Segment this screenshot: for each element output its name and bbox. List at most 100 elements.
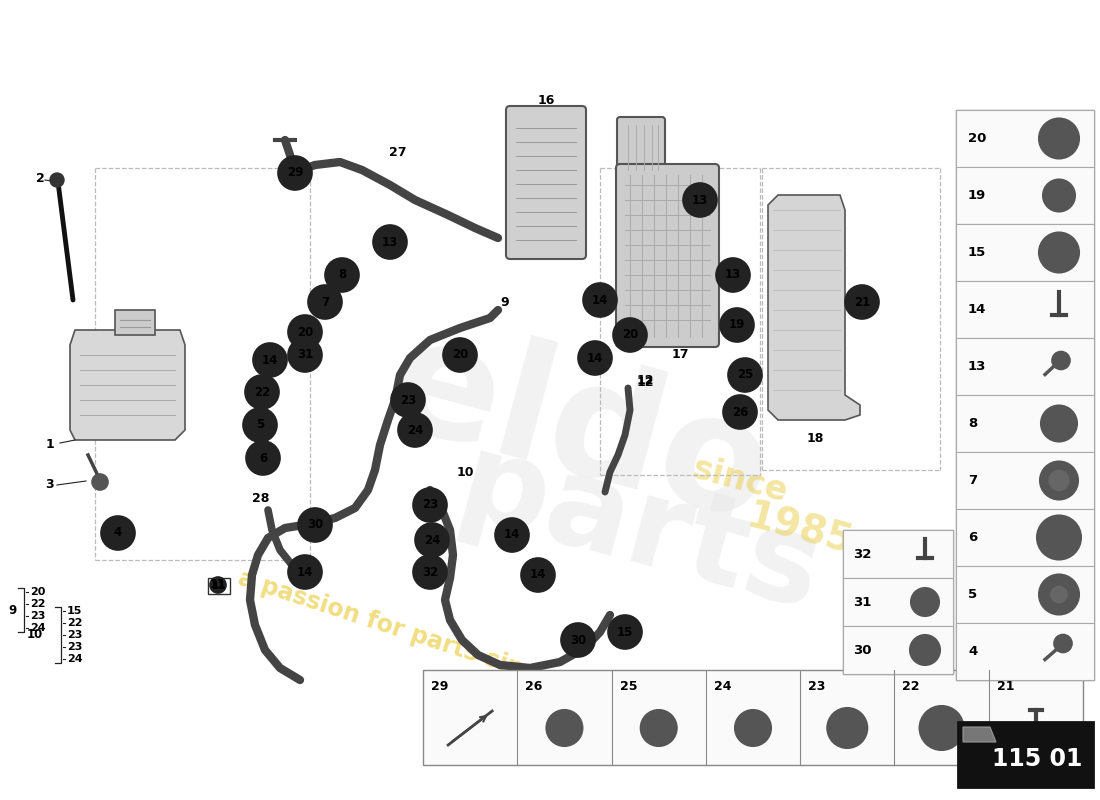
Text: 30: 30 xyxy=(570,634,586,646)
Text: 8: 8 xyxy=(338,269,346,282)
FancyBboxPatch shape xyxy=(616,164,719,347)
Text: 13: 13 xyxy=(725,269,741,282)
Text: 12: 12 xyxy=(636,374,653,386)
Bar xyxy=(956,623,1094,680)
Circle shape xyxy=(720,308,754,342)
Text: 20: 20 xyxy=(452,349,469,362)
Text: 14: 14 xyxy=(968,303,987,316)
Circle shape xyxy=(911,588,939,616)
Text: 24: 24 xyxy=(424,534,440,546)
Bar xyxy=(956,566,1094,623)
Circle shape xyxy=(583,283,617,317)
Polygon shape xyxy=(768,195,860,420)
Text: eldo: eldo xyxy=(373,305,786,555)
Text: 22: 22 xyxy=(67,618,82,628)
Text: 21: 21 xyxy=(854,295,870,309)
Circle shape xyxy=(1049,414,1069,434)
Text: 3: 3 xyxy=(46,478,54,491)
Circle shape xyxy=(288,555,322,589)
Text: 25: 25 xyxy=(619,679,637,693)
Text: 22: 22 xyxy=(30,599,45,609)
Circle shape xyxy=(1040,574,1079,614)
Text: 27: 27 xyxy=(389,146,407,158)
Circle shape xyxy=(243,408,277,442)
Text: 23: 23 xyxy=(808,679,825,693)
Circle shape xyxy=(298,508,332,542)
Bar xyxy=(843,578,953,626)
Circle shape xyxy=(557,720,572,736)
Polygon shape xyxy=(116,310,155,335)
Circle shape xyxy=(1037,515,1081,559)
Text: 11: 11 xyxy=(210,578,227,591)
Text: 20: 20 xyxy=(297,326,313,338)
Text: 26: 26 xyxy=(732,406,748,418)
Text: 9: 9 xyxy=(500,295,509,309)
Text: 4: 4 xyxy=(968,645,977,658)
Circle shape xyxy=(918,595,932,609)
Circle shape xyxy=(835,716,859,740)
Text: 15: 15 xyxy=(968,246,987,259)
Bar xyxy=(424,670,1084,765)
Circle shape xyxy=(649,718,669,738)
Circle shape xyxy=(561,623,595,657)
Bar xyxy=(956,395,1094,452)
Text: 20: 20 xyxy=(30,587,45,597)
Circle shape xyxy=(1048,242,1070,263)
Text: 32: 32 xyxy=(422,566,438,578)
Text: 28: 28 xyxy=(252,491,270,505)
Text: 20: 20 xyxy=(621,329,638,342)
Text: 10: 10 xyxy=(456,466,474,479)
Text: 8: 8 xyxy=(968,417,977,430)
Bar xyxy=(958,722,1093,787)
Text: 22: 22 xyxy=(254,386,271,398)
Circle shape xyxy=(101,516,135,550)
Circle shape xyxy=(845,285,879,319)
Circle shape xyxy=(683,183,717,217)
Circle shape xyxy=(1045,523,1072,551)
Circle shape xyxy=(1040,118,1079,158)
Circle shape xyxy=(1049,470,1069,490)
Circle shape xyxy=(1040,462,1078,499)
Text: 1985: 1985 xyxy=(742,498,857,562)
Circle shape xyxy=(920,706,964,750)
Text: 12: 12 xyxy=(636,375,653,389)
Circle shape xyxy=(1047,126,1071,150)
Circle shape xyxy=(910,635,940,665)
Text: 25: 25 xyxy=(737,369,754,382)
Text: 16: 16 xyxy=(537,94,554,106)
Circle shape xyxy=(253,343,287,377)
Bar xyxy=(843,530,953,578)
Text: 15: 15 xyxy=(617,626,634,638)
Circle shape xyxy=(210,577,225,593)
Bar xyxy=(956,452,1094,509)
Text: 24: 24 xyxy=(30,623,45,633)
Text: 24: 24 xyxy=(67,654,82,664)
Bar xyxy=(956,281,1094,338)
Circle shape xyxy=(746,721,760,735)
Text: 14: 14 xyxy=(504,529,520,542)
Circle shape xyxy=(443,338,477,372)
Circle shape xyxy=(716,258,750,292)
Text: a passion for parts since 1985: a passion for parts since 1985 xyxy=(234,566,625,714)
Circle shape xyxy=(1054,634,1072,653)
Bar xyxy=(956,224,1094,281)
Text: 23: 23 xyxy=(400,394,416,406)
Text: parts: parts xyxy=(446,424,834,636)
Circle shape xyxy=(827,708,867,748)
Text: 14: 14 xyxy=(586,351,603,365)
Text: 2: 2 xyxy=(35,171,44,185)
Circle shape xyxy=(246,441,280,475)
Text: 24: 24 xyxy=(407,423,424,437)
Circle shape xyxy=(412,488,447,522)
Text: 14: 14 xyxy=(530,569,547,582)
Circle shape xyxy=(723,395,757,429)
Circle shape xyxy=(245,375,279,409)
Circle shape xyxy=(1041,406,1077,442)
Circle shape xyxy=(1050,586,1067,602)
Text: 30: 30 xyxy=(307,518,323,531)
Text: 19: 19 xyxy=(729,318,745,331)
Text: 32: 32 xyxy=(852,547,871,561)
Bar xyxy=(956,110,1094,680)
Text: 115 01: 115 01 xyxy=(992,747,1082,771)
Text: 24: 24 xyxy=(714,679,732,693)
